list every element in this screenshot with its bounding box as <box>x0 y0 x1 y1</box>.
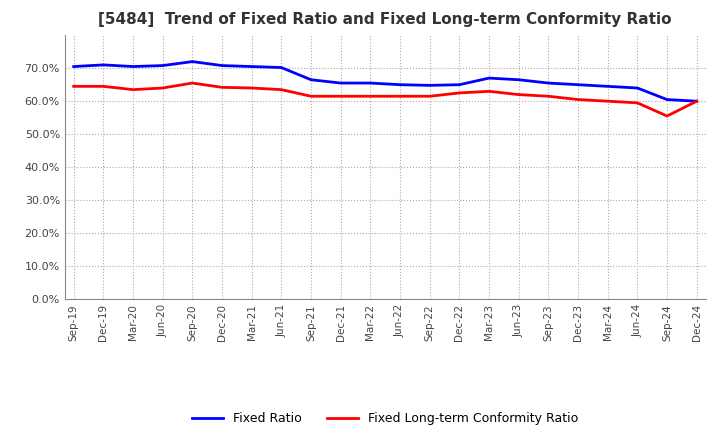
Fixed Ratio <box>514 77 523 82</box>
Fixed Ratio <box>633 85 642 91</box>
Fixed Long-term Conformity Ratio <box>69 84 78 89</box>
Fixed Ratio <box>662 97 671 102</box>
Fixed Ratio <box>366 81 374 86</box>
Fixed Ratio <box>574 82 582 87</box>
Line: Fixed Ratio: Fixed Ratio <box>73 62 697 101</box>
Fixed Ratio <box>69 64 78 69</box>
Fixed Ratio <box>603 84 612 89</box>
Title: [5484]  Trend of Fixed Ratio and Fixed Long-term Conformity Ratio: [5484] Trend of Fixed Ratio and Fixed Lo… <box>99 12 672 27</box>
Fixed Long-term Conformity Ratio <box>693 99 701 104</box>
Fixed Long-term Conformity Ratio <box>277 87 286 92</box>
Fixed Ratio <box>99 62 108 67</box>
Fixed Long-term Conformity Ratio <box>396 94 405 99</box>
Fixed Long-term Conformity Ratio <box>188 81 197 86</box>
Fixed Ratio <box>336 81 345 86</box>
Fixed Long-term Conformity Ratio <box>485 88 493 94</box>
Fixed Long-term Conformity Ratio <box>514 92 523 97</box>
Legend: Fixed Ratio, Fixed Long-term Conformity Ratio: Fixed Ratio, Fixed Long-term Conformity … <box>187 407 583 430</box>
Fixed Ratio <box>396 82 405 87</box>
Fixed Ratio <box>188 59 197 64</box>
Fixed Long-term Conformity Ratio <box>158 85 167 91</box>
Fixed Long-term Conformity Ratio <box>217 84 226 90</box>
Fixed Long-term Conformity Ratio <box>99 84 108 89</box>
Fixed Ratio <box>158 63 167 68</box>
Fixed Ratio <box>129 64 138 69</box>
Fixed Long-term Conformity Ratio <box>455 90 464 95</box>
Fixed Long-term Conformity Ratio <box>574 97 582 102</box>
Fixed Long-term Conformity Ratio <box>662 114 671 119</box>
Fixed Ratio <box>485 75 493 81</box>
Fixed Ratio <box>277 65 286 70</box>
Line: Fixed Long-term Conformity Ratio: Fixed Long-term Conformity Ratio <box>73 83 697 116</box>
Fixed Ratio <box>426 83 434 88</box>
Fixed Ratio <box>217 63 226 68</box>
Fixed Ratio <box>544 81 553 86</box>
Fixed Ratio <box>307 77 315 82</box>
Fixed Long-term Conformity Ratio <box>426 94 434 99</box>
Fixed Ratio <box>455 82 464 87</box>
Fixed Long-term Conformity Ratio <box>129 87 138 92</box>
Fixed Long-term Conformity Ratio <box>603 99 612 104</box>
Fixed Long-term Conformity Ratio <box>307 94 315 99</box>
Fixed Ratio <box>248 64 256 69</box>
Fixed Long-term Conformity Ratio <box>366 94 374 99</box>
Fixed Long-term Conformity Ratio <box>633 100 642 106</box>
Fixed Long-term Conformity Ratio <box>336 94 345 99</box>
Fixed Long-term Conformity Ratio <box>248 85 256 91</box>
Fixed Ratio <box>693 99 701 104</box>
Fixed Long-term Conformity Ratio <box>544 94 553 99</box>
